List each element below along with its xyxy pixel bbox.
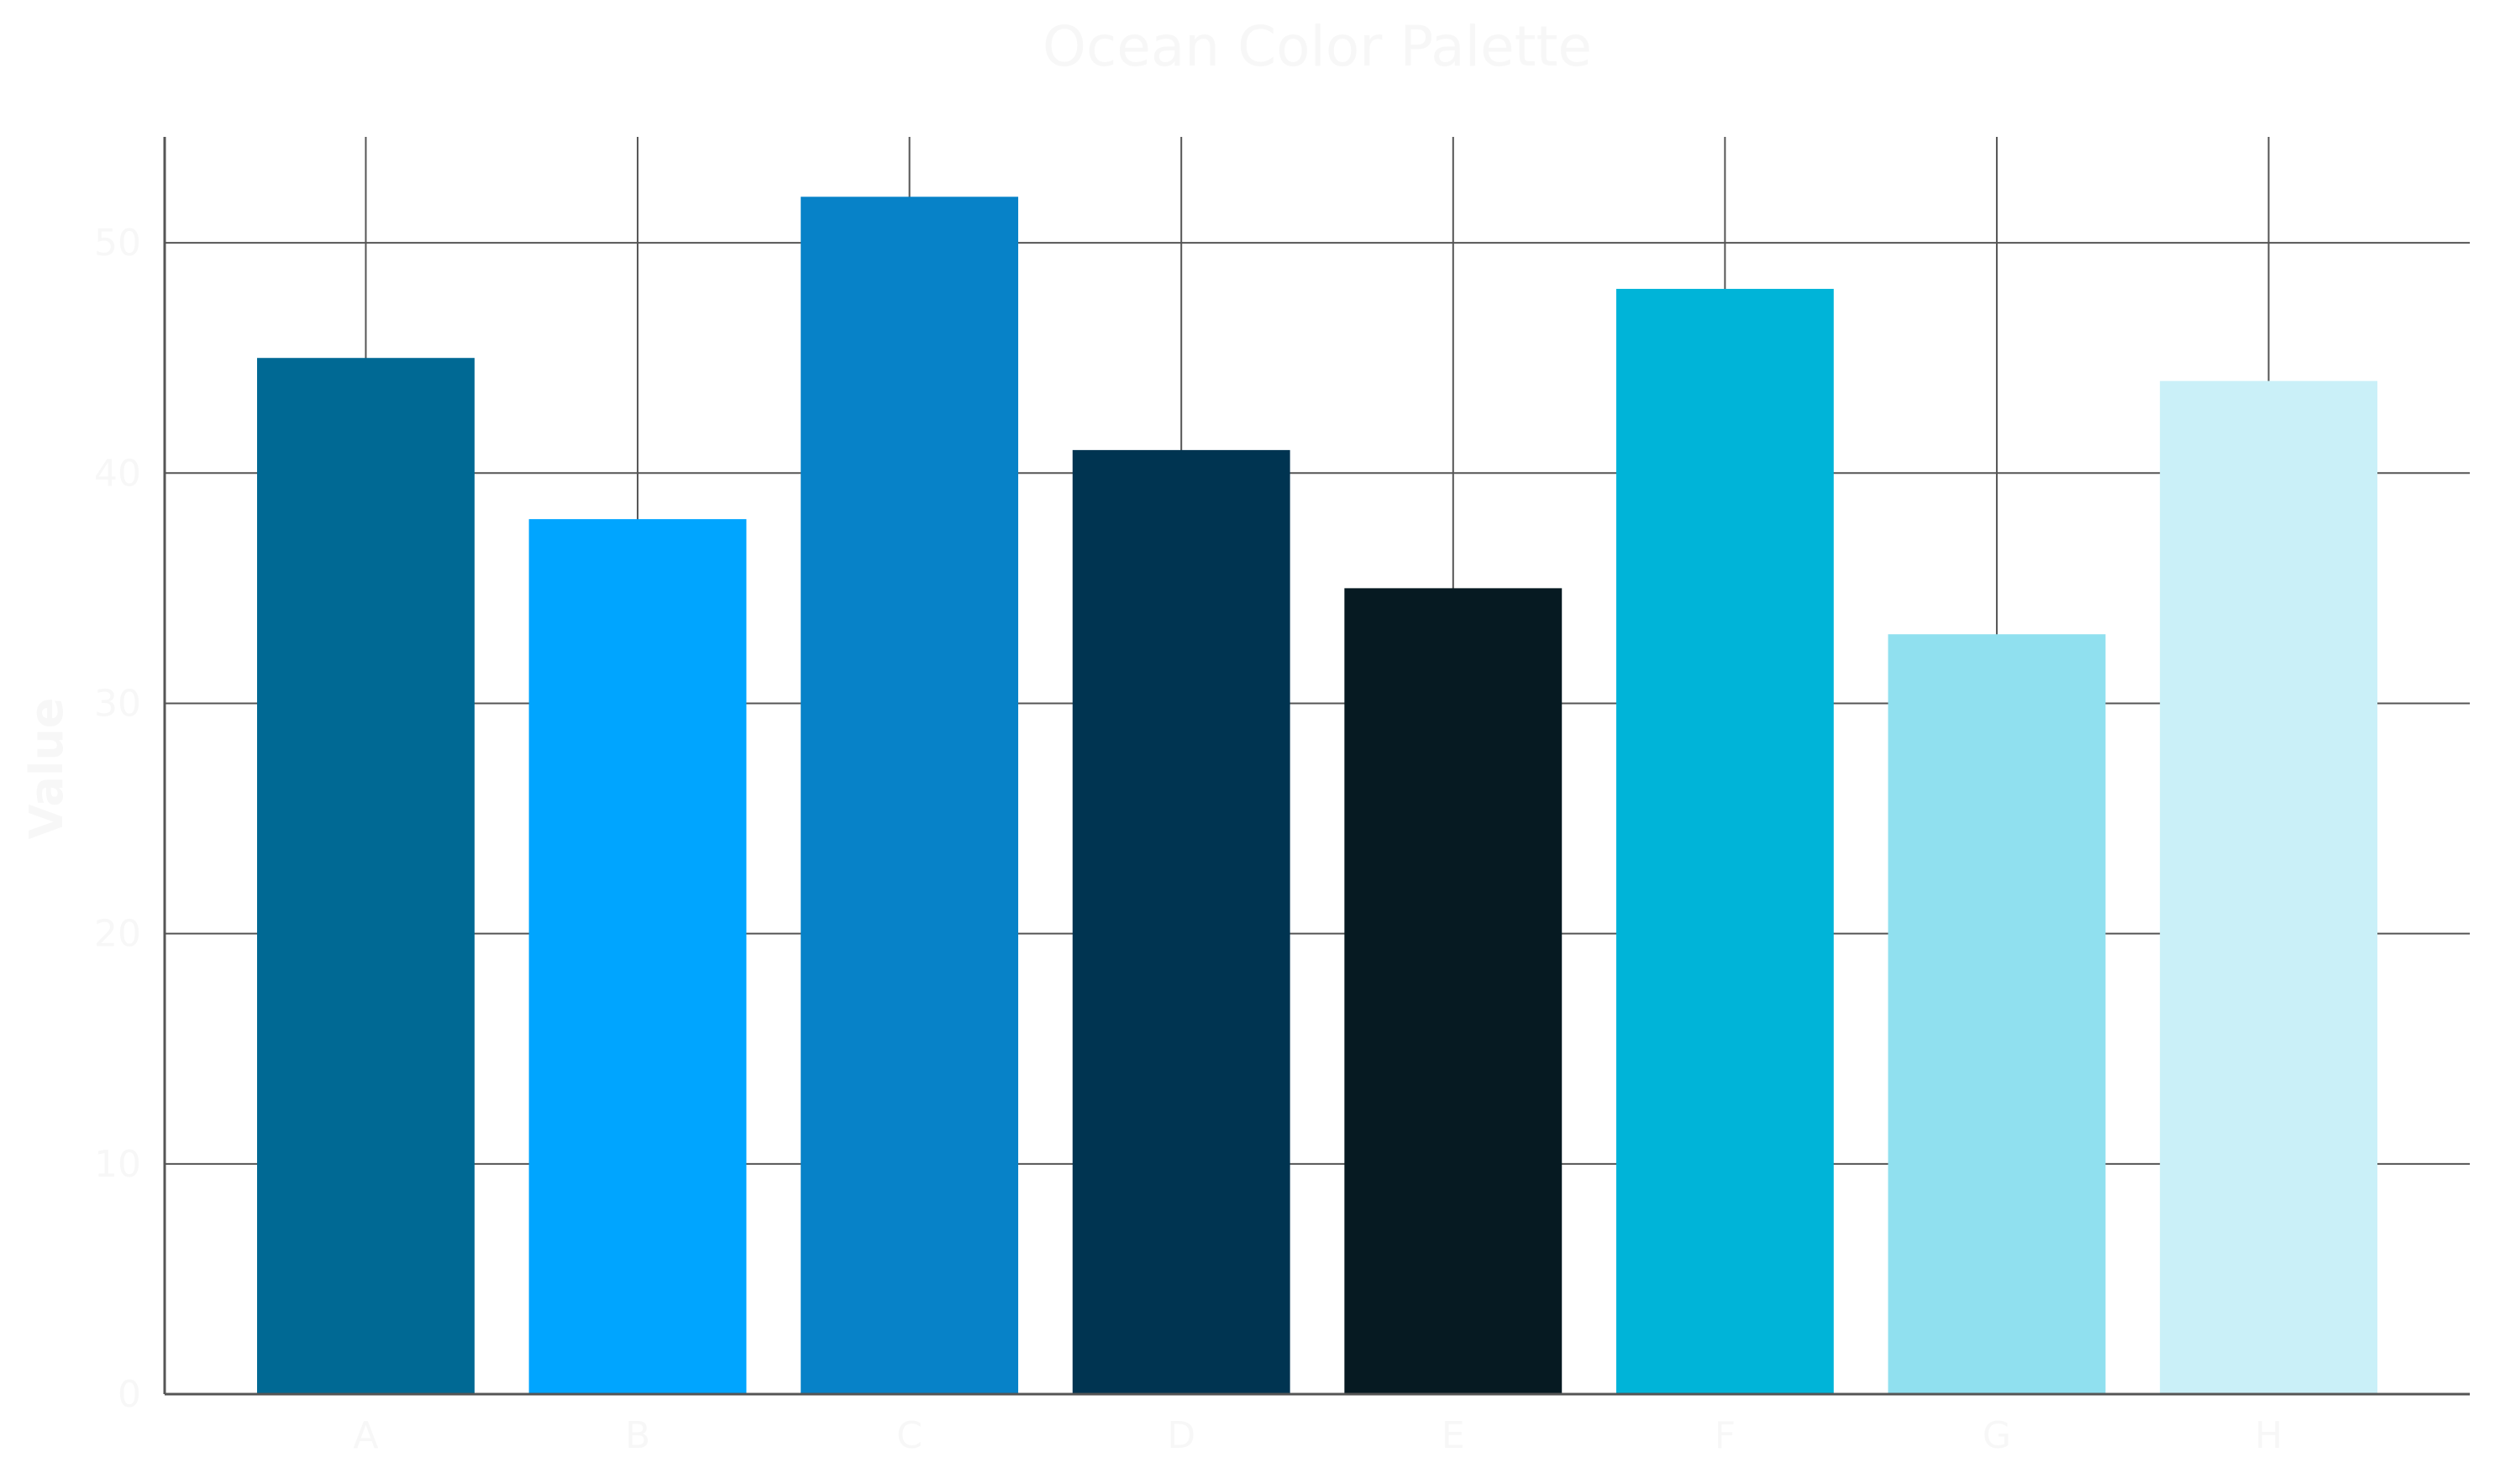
y-tick-label: 30 [94,682,141,725]
tick-labels: 0 10 20 30 40 50 A B C D E F G H [94,222,2282,1457]
axes [163,137,2470,1396]
bars [257,197,2377,1395]
y-tick-label: 0 [118,1373,141,1416]
bar-B [528,519,747,1395]
bar-H [2160,380,2377,1395]
bar-D [1072,449,1290,1394]
chart-title: Ocean Color Palette [1043,14,1592,79]
y-axis-label: Value [20,698,73,840]
x-tick-label: F [1715,1414,1736,1457]
grid-lines [165,137,2470,1394]
x-tick-label: H [2255,1414,2282,1457]
x-tick-label: B [625,1414,650,1457]
bar-A [257,358,475,1395]
y-tick-label: 40 [94,452,141,495]
x-tick-label: D [1167,1414,1195,1457]
x-tick-label: G [1983,1414,2011,1457]
y-tick-label: 10 [94,1143,141,1186]
x-tick-label: C [896,1414,922,1457]
bar-E [1344,588,1563,1394]
y-tick-label: 20 [94,913,141,956]
bar-F [1615,288,1834,1394]
y-tick-label: 50 [94,222,141,265]
bar-G [1888,634,2106,1394]
x-tick-label: A [353,1414,378,1457]
x-tick-label: E [1442,1414,1465,1457]
bar-C [801,197,1019,1394]
